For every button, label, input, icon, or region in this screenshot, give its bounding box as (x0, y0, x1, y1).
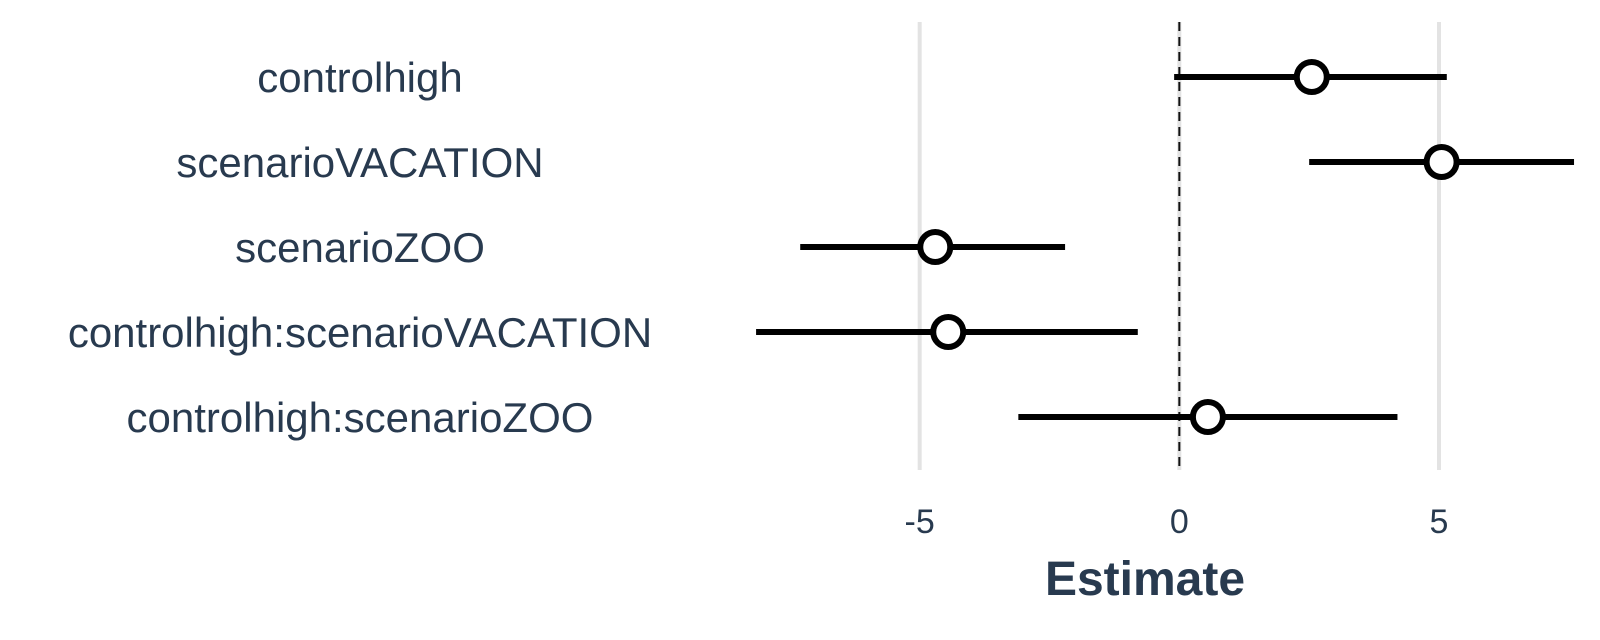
estimate-point-2 (917, 229, 954, 265)
term-label-2: scenarioZOO (235, 224, 485, 271)
x-tick-label-2: 5 (1430, 503, 1449, 541)
estimate-point-3 (930, 314, 967, 350)
x-tick-labels: -5 0 5 (905, 503, 1449, 541)
confidence-intervals (756, 74, 1575, 420)
estimate-points (917, 59, 1460, 435)
estimate-point-0 (1293, 59, 1330, 95)
estimate-point-1 (1423, 144, 1460, 180)
term-label-0: controlhigh (257, 54, 462, 101)
term-label-3: controlhigh:scenarioVACATION (68, 309, 652, 356)
x-tick-label-0: -5 (905, 503, 935, 541)
estimate-point-4 (1189, 399, 1226, 435)
term-label-1: scenarioVACATION (176, 139, 543, 186)
x-tick-label-1: 0 (1170, 503, 1189, 541)
x-axis-title: Estimate (1045, 553, 1245, 606)
term-labels: controlhigh scenarioVACATION scenarioZOO co… (68, 54, 652, 441)
term-label-4: controlhigh:scenarioZOO (127, 394, 594, 441)
